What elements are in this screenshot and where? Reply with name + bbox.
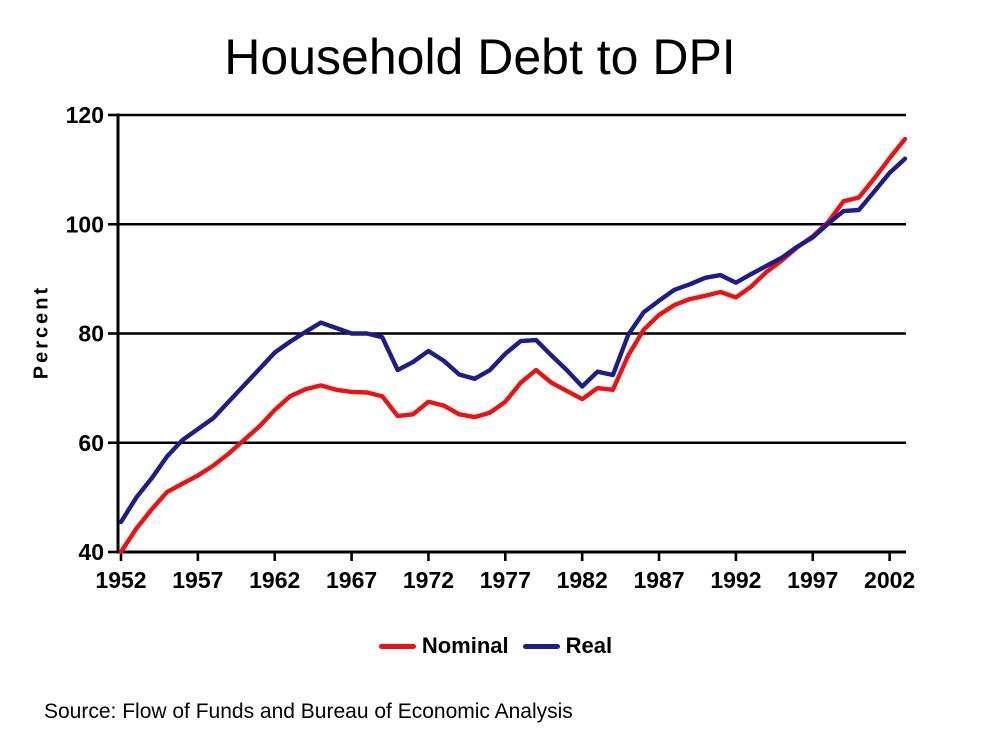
x-tick-label: 1967 xyxy=(326,567,377,593)
x-tick-label: 1992 xyxy=(710,567,761,593)
x-tick-label: 1982 xyxy=(557,567,608,593)
x-tick-label: 1987 xyxy=(633,567,684,593)
legend-swatch-real-line xyxy=(522,643,560,649)
x-tick-label: 1977 xyxy=(480,567,531,593)
x-tick-label: 1962 xyxy=(249,567,300,593)
x-tick-label: 1972 xyxy=(403,567,454,593)
x-tick-label: 2002 xyxy=(864,567,915,593)
y-tick-label: 120 xyxy=(66,102,104,128)
y-tick-label: 100 xyxy=(66,211,104,237)
legend-swatch-nominal-line xyxy=(378,643,416,649)
x-tick-label: 1957 xyxy=(172,567,223,593)
x-tick-label: 1997 xyxy=(787,567,838,593)
legend-label-nominal: Nominal xyxy=(421,633,509,658)
series-line-nominal xyxy=(118,136,908,555)
legend-label-real: Real xyxy=(565,633,613,658)
legend: Nominal Real xyxy=(0,633,999,659)
y-tick-label: 60 xyxy=(78,430,104,456)
chart-title: Household Debt to DPI xyxy=(224,29,736,85)
y-tick-label: 80 xyxy=(78,321,104,347)
x-tick-label: 1952 xyxy=(95,567,146,593)
series-line-real xyxy=(118,156,908,525)
source-note: Source: Flow of Funds and Bureau of Econ… xyxy=(44,700,573,723)
y-tick-label: 40 xyxy=(78,539,104,565)
